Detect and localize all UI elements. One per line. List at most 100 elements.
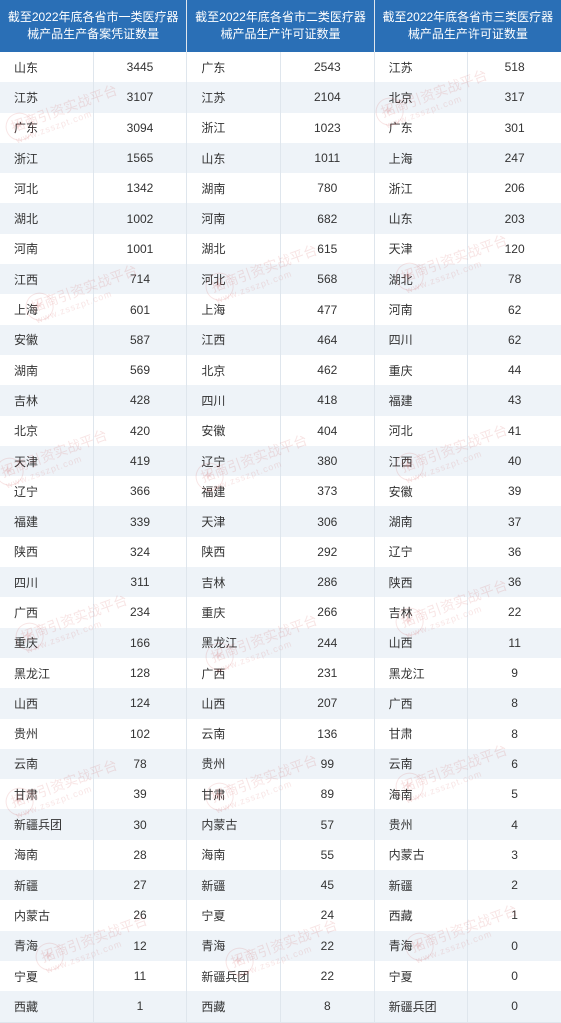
- table-row: 江苏2104: [187, 82, 373, 112]
- province-cell: 新疆: [0, 870, 93, 900]
- value-cell: 26: [93, 900, 186, 930]
- province-cell: 内蒙古: [0, 900, 93, 930]
- value-cell: 12: [93, 931, 186, 961]
- province-cell: 福建: [0, 506, 93, 536]
- province-cell: 北京: [0, 416, 93, 446]
- value-cell: 714: [93, 264, 186, 294]
- table-row: 江西464: [187, 325, 373, 355]
- table-row: 青海12: [0, 931, 186, 961]
- province-cell: 安徽: [0, 325, 93, 355]
- value-cell: 45: [280, 870, 373, 900]
- province-cell: 广东: [375, 113, 468, 143]
- value-cell: 247: [468, 143, 561, 173]
- column-header: 截至2022年底各省市三类医疗器械产品生产许可证数量: [375, 0, 561, 52]
- value-cell: 89: [280, 779, 373, 809]
- province-cell: 湖南: [187, 173, 280, 203]
- province-cell: 河南: [187, 203, 280, 233]
- value-cell: 1: [468, 900, 561, 930]
- table-row: 安徽587: [0, 325, 186, 355]
- province-cell: 贵州: [0, 719, 93, 749]
- column-header: 截至2022年底各省市二类医疗器械产品生产许可证数量: [187, 0, 373, 52]
- table-row: 西藏1: [0, 991, 186, 1021]
- province-cell: 新疆: [375, 870, 468, 900]
- value-cell: 1565: [93, 143, 186, 173]
- value-cell: 22: [468, 597, 561, 627]
- province-cell: 宁夏: [375, 961, 468, 991]
- value-cell: 22: [280, 931, 373, 961]
- table-row: 西藏8: [187, 991, 373, 1021]
- province-cell: 天津: [187, 506, 280, 536]
- value-cell: 28: [93, 840, 186, 870]
- table-row: 青海0: [375, 931, 561, 961]
- province-cell: 青海: [187, 931, 280, 961]
- province-cell: 江西: [0, 264, 93, 294]
- province-cell: 河北: [375, 416, 468, 446]
- value-cell: 128: [93, 658, 186, 688]
- table-row: 辽宁36: [375, 537, 561, 567]
- table-row: 天津306: [187, 506, 373, 536]
- table-row: 海南28: [0, 840, 186, 870]
- table-row: 海南55: [187, 840, 373, 870]
- data-table: 山东3445江苏3107广东3094浙江1565河北1342湖北1002河南10…: [0, 52, 186, 1022]
- province-cell: 河北: [187, 264, 280, 294]
- value-cell: 780: [280, 173, 373, 203]
- table-row: 四川311: [0, 567, 186, 597]
- province-cell: 河南: [375, 294, 468, 324]
- table-row: 广西8: [375, 688, 561, 718]
- province-cell: 黑龙江: [187, 628, 280, 658]
- value-cell: 615: [280, 234, 373, 264]
- table-row: 新疆2: [375, 870, 561, 900]
- table-row: 重庆44: [375, 355, 561, 385]
- value-cell: 55: [280, 840, 373, 870]
- province-cell: 辽宁: [0, 476, 93, 506]
- value-cell: 36: [468, 567, 561, 597]
- province-cell: 山东: [0, 52, 93, 82]
- data-table: 江苏518北京317广东301上海247浙江206山东203天津120湖北78河…: [375, 52, 561, 1022]
- table-row: 吉林286: [187, 567, 373, 597]
- table-row: 宁夏0: [375, 961, 561, 991]
- table-row: 新疆45: [187, 870, 373, 900]
- province-cell: 陕西: [375, 567, 468, 597]
- province-cell: 湖北: [375, 264, 468, 294]
- province-cell: 海南: [187, 840, 280, 870]
- value-cell: 206: [468, 173, 561, 203]
- table-row: 新疆兵团30: [0, 809, 186, 839]
- province-cell: 湖南: [375, 506, 468, 536]
- province-cell: 北京: [187, 355, 280, 385]
- value-cell: 1001: [93, 234, 186, 264]
- value-cell: 136: [280, 719, 373, 749]
- table-row: 安徽39: [375, 476, 561, 506]
- province-cell: 山西: [187, 688, 280, 718]
- province-cell: 湖北: [187, 234, 280, 264]
- value-cell: 3107: [93, 82, 186, 112]
- table-row: 河北568: [187, 264, 373, 294]
- province-cell: 云南: [375, 749, 468, 779]
- table-row: 广东301: [375, 113, 561, 143]
- value-cell: 587: [93, 325, 186, 355]
- value-cell: 234: [93, 597, 186, 627]
- province-cell: 广西: [375, 688, 468, 718]
- table-row: 湖南37: [375, 506, 561, 536]
- province-cell: 广东: [0, 113, 93, 143]
- table-row: 内蒙古57: [187, 809, 373, 839]
- table-row: 广东3094: [0, 113, 186, 143]
- value-cell: 9: [468, 658, 561, 688]
- value-cell: 306: [280, 506, 373, 536]
- province-cell: 江苏: [0, 82, 93, 112]
- province-cell: 湖北: [0, 203, 93, 233]
- province-cell: 云南: [0, 749, 93, 779]
- table-row: 黑龙江244: [187, 628, 373, 658]
- table-row: 内蒙古3: [375, 840, 561, 870]
- table-row: 陕西36: [375, 567, 561, 597]
- value-cell: 41: [468, 416, 561, 446]
- table-row: 北京317: [375, 82, 561, 112]
- province-cell: 江西: [375, 446, 468, 476]
- table-row: 湖北1002: [0, 203, 186, 233]
- value-cell: 601: [93, 294, 186, 324]
- value-cell: 286: [280, 567, 373, 597]
- table-row: 贵州4: [375, 809, 561, 839]
- table-row: 湖南569: [0, 355, 186, 385]
- table-row: 吉林22: [375, 597, 561, 627]
- table-row: 河北1342: [0, 173, 186, 203]
- table-row: 湖北78: [375, 264, 561, 294]
